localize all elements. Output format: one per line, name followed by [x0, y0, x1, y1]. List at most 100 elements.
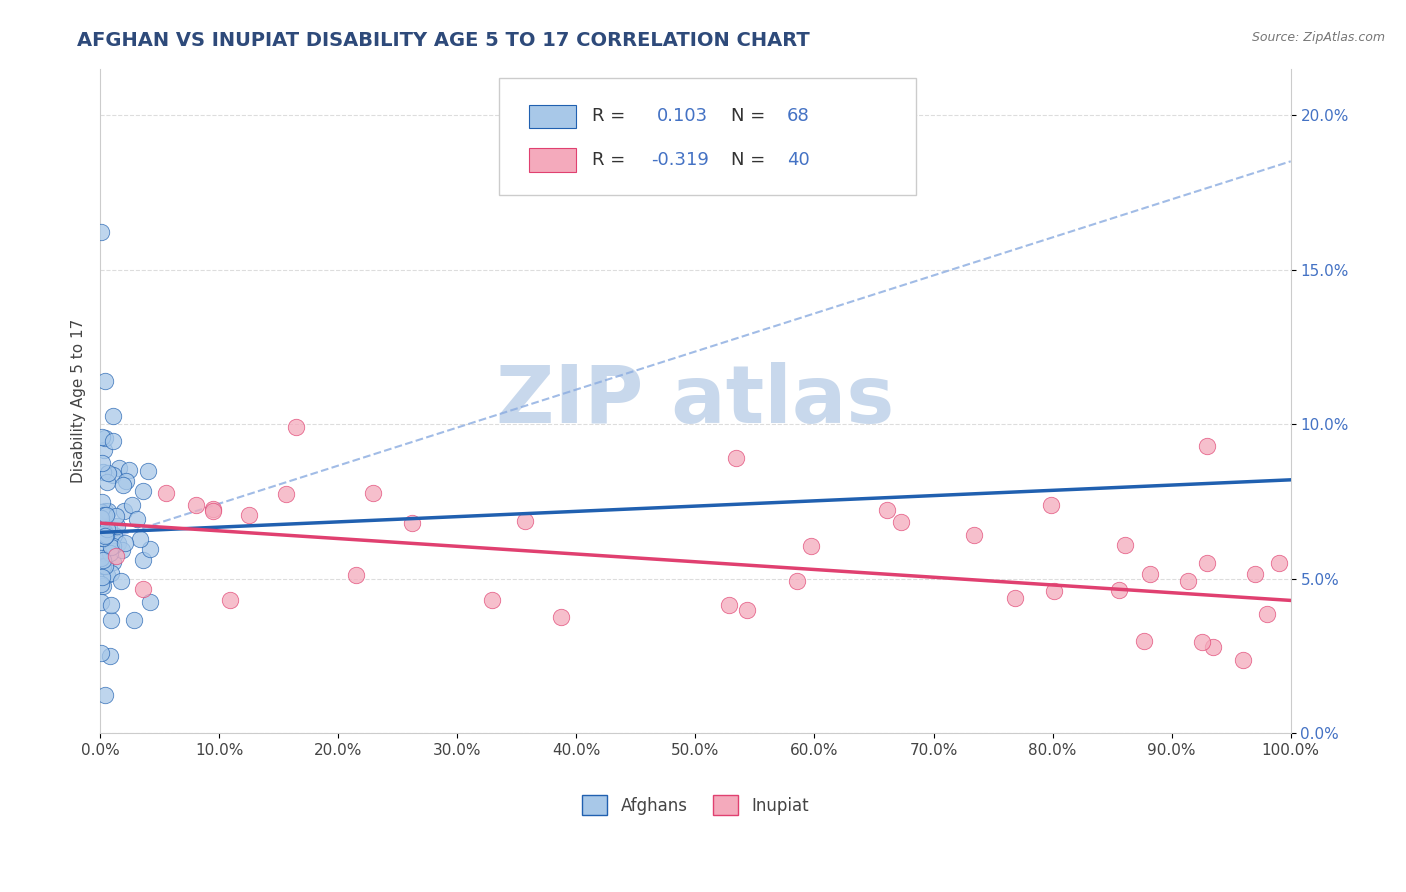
- Point: [1039, 498, 1062, 512]
- Point: [139, 594, 162, 608]
- Point: [1114, 538, 1136, 552]
- Point: [114, 535, 136, 549]
- Point: [111, 542, 134, 557]
- Point: [1256, 607, 1278, 622]
- Point: [550, 609, 572, 624]
- Point: [91, 521, 114, 535]
- Point: [121, 498, 143, 512]
- Point: [361, 486, 384, 500]
- Point: [90, 226, 112, 240]
- Point: [202, 501, 225, 516]
- Point: [94, 431, 117, 445]
- Point: [100, 598, 122, 612]
- Point: [105, 549, 128, 563]
- Point: [124, 613, 146, 627]
- Point: [155, 485, 177, 500]
- Point: [96, 568, 118, 582]
- Point: [346, 568, 368, 582]
- Point: [91, 456, 114, 470]
- FancyBboxPatch shape: [529, 148, 576, 171]
- Point: [91, 546, 114, 560]
- Point: [96, 523, 118, 537]
- Point: [100, 566, 122, 580]
- Point: [1191, 635, 1213, 649]
- Point: [90, 551, 112, 566]
- Point: [94, 689, 117, 703]
- Point: [103, 434, 125, 448]
- Point: [1202, 640, 1225, 655]
- Point: [284, 420, 307, 434]
- Point: [101, 539, 124, 553]
- Point: [718, 598, 741, 612]
- Point: [103, 527, 125, 541]
- Point: [91, 553, 114, 567]
- Point: [1197, 556, 1219, 570]
- Point: [100, 613, 122, 627]
- Point: [91, 570, 114, 584]
- Point: [1195, 439, 1218, 453]
- Point: [101, 409, 124, 423]
- Point: [96, 475, 118, 490]
- Point: [1177, 574, 1199, 588]
- Point: [219, 593, 242, 607]
- FancyBboxPatch shape: [499, 78, 915, 194]
- Point: [94, 526, 117, 541]
- Point: [1133, 633, 1156, 648]
- Point: [105, 519, 128, 533]
- Point: [110, 574, 132, 588]
- Point: [1004, 591, 1026, 606]
- Point: [93, 508, 115, 523]
- Point: [513, 515, 536, 529]
- Point: [91, 579, 114, 593]
- Point: [129, 532, 152, 546]
- Point: [94, 504, 117, 518]
- Point: [118, 463, 141, 477]
- Point: [112, 504, 135, 518]
- Point: [131, 552, 153, 566]
- Point: [90, 646, 112, 660]
- Point: [91, 430, 114, 444]
- Point: [136, 464, 159, 478]
- Point: [98, 546, 121, 560]
- Point: [481, 592, 503, 607]
- Point: [97, 466, 120, 480]
- Point: [91, 465, 114, 479]
- Point: [131, 582, 153, 596]
- Point: [132, 483, 155, 498]
- Point: [90, 577, 112, 591]
- Point: [139, 541, 162, 556]
- Text: ZIP atlas: ZIP atlas: [496, 362, 894, 440]
- Point: [93, 442, 115, 457]
- Point: [90, 595, 112, 609]
- Text: 0.103: 0.103: [658, 107, 709, 126]
- Point: [202, 504, 225, 518]
- Point: [274, 487, 297, 501]
- Point: [91, 531, 114, 545]
- Text: -0.319: -0.319: [651, 151, 709, 169]
- Text: R =: R =: [592, 107, 631, 126]
- Point: [1043, 583, 1066, 598]
- Point: [100, 541, 122, 555]
- Point: [96, 508, 118, 522]
- Point: [104, 508, 127, 523]
- Point: [1108, 583, 1130, 598]
- Point: [238, 508, 260, 522]
- Point: [94, 528, 117, 542]
- Point: [725, 450, 748, 465]
- Point: [125, 511, 148, 525]
- Point: [1244, 567, 1267, 582]
- Point: [90, 511, 112, 525]
- Point: [100, 648, 122, 663]
- Point: [401, 516, 423, 531]
- Point: [94, 528, 117, 542]
- Point: [91, 531, 114, 545]
- Point: [93, 374, 115, 388]
- Point: [1232, 653, 1254, 667]
- Point: [101, 467, 124, 482]
- Point: [91, 558, 114, 573]
- Point: [1268, 556, 1291, 570]
- Text: N =: N =: [731, 151, 770, 169]
- Text: 40: 40: [787, 151, 810, 169]
- Point: [786, 574, 808, 589]
- FancyBboxPatch shape: [529, 105, 576, 128]
